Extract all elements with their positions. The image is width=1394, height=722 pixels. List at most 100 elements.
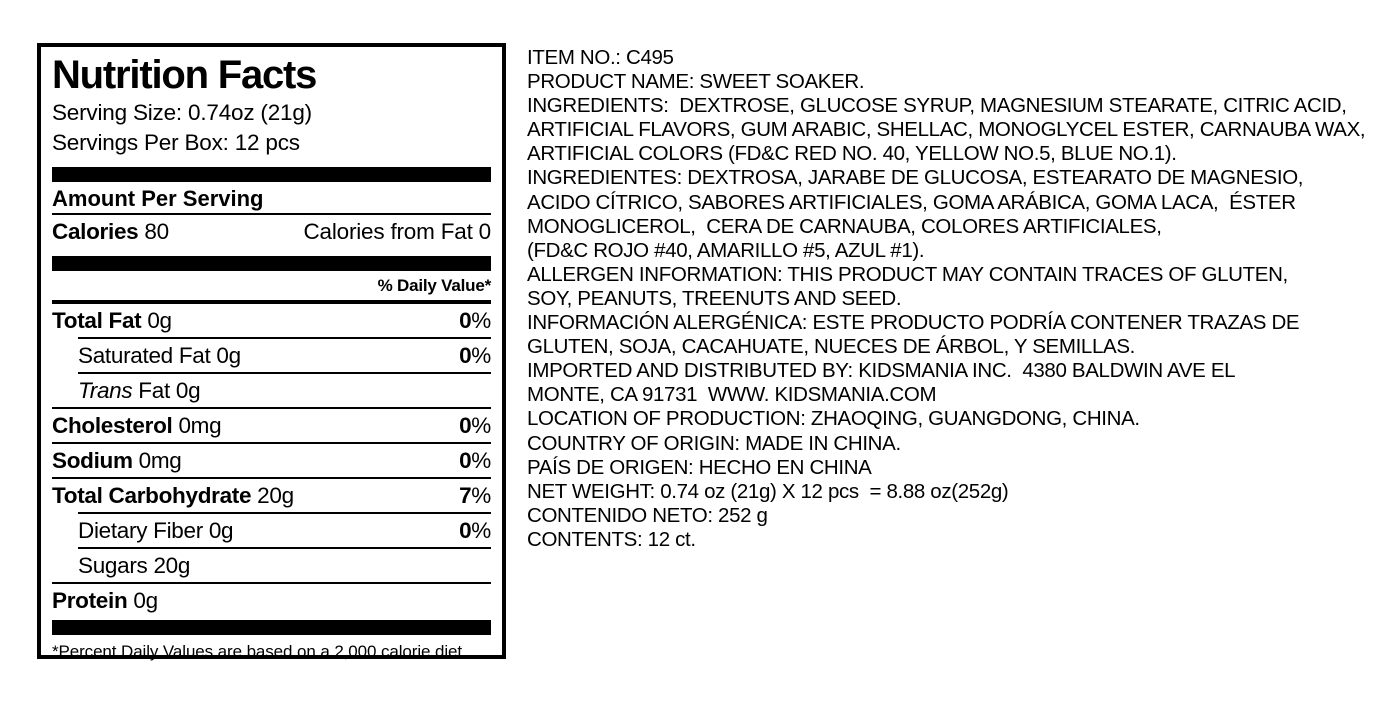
- calories-label-group: Calories 80: [52, 216, 169, 247]
- nutrient-row-protein: Protein 0g: [52, 584, 491, 617]
- nutrient-row-trans-fat: Trans Fat 0g: [52, 374, 491, 407]
- info-line-ingredientes-3: MONOGLICEROL, CERA DE CARNAUBA, COLORES …: [527, 214, 1162, 238]
- nutrient-name-sodium: Sodium 0mg: [52, 445, 182, 476]
- nutrient-percent-total-carbohydrate: 7%: [459, 480, 491, 511]
- nutrient-name-trans-fat: Trans Fat 0g: [78, 375, 201, 406]
- nutrient-name-total-fat: Total Fat 0g: [52, 305, 172, 336]
- info-line-distributor-1: IMPORTED AND DISTRIBUTED BY: KIDSMANIA I…: [527, 359, 1236, 383]
- nutrition-facts-panel: Nutrition Facts Serving Size: 0.74oz (21…: [37, 43, 506, 661]
- info-line-ingredientes-2: ACIDO CÍTRICO, SABORES ARTIFICIALES, GOM…: [527, 190, 1296, 214]
- nutrient-label: Protein: [52, 588, 128, 613]
- nutrient-label: Dietary Fiber: [78, 518, 203, 543]
- product-info-block: ITEM NO.: C495 PRODUCT NAME: SWEET SOAKE…: [527, 46, 1379, 552]
- percent-value: 0: [459, 308, 472, 333]
- nutrient-row-dietary-fiber: Dietary Fiber 0g 0%: [52, 514, 491, 547]
- rule-above-calories: [52, 213, 491, 215]
- nutrient-percent-cholesterol: 0%: [459, 410, 491, 441]
- percent-symbol: %: [471, 343, 491, 368]
- percent-value: 0: [459, 413, 472, 438]
- nutrient-percent-sodium: 0%: [459, 445, 491, 476]
- info-line-country-origin: COUNTRY OF ORIGIN: MADE IN CHINA.: [527, 431, 901, 455]
- nutrient-name-total-carbohydrate: Total Carbohydrate 20g: [52, 480, 294, 511]
- nutrient-label: Fat: [138, 378, 170, 403]
- rule-below-trans-fat: [52, 407, 491, 409]
- rule-below-cholesterol: [52, 442, 491, 444]
- rule-below-total-carbohydrate: [78, 512, 491, 514]
- percent-value: 0: [459, 518, 472, 543]
- percent-symbol: %: [471, 518, 491, 543]
- rule-below-dietary-fiber: [78, 547, 491, 549]
- nutrient-percent-dietary-fiber: 0%: [459, 515, 491, 546]
- nutrition-facts-title: Nutrition Facts: [52, 53, 317, 97]
- amount-per-serving-label: Amount Per Serving: [52, 186, 264, 211]
- nutrient-row-total-carbohydrate: Total Carbohydrate 20g 7%: [52, 479, 491, 512]
- info-line-net-weight: NET WEIGHT: 0.74 oz (21g) X 12 pcs = 8.8…: [527, 479, 1009, 503]
- daily-value-header: % Daily Value*: [377, 276, 492, 295]
- percent-symbol: %: [471, 413, 491, 438]
- calories-value: 80: [144, 219, 169, 244]
- percent-symbol: %: [471, 448, 491, 473]
- nutrient-percent-total-fat: 0%: [459, 305, 491, 336]
- nutrient-label: Sugars: [78, 553, 148, 578]
- nutrient-label: Sodium: [52, 448, 133, 473]
- calories-row: Calories 80 Calories from Fat 0: [52, 215, 491, 247]
- nutrient-row-sugars: Sugars 20g: [52, 549, 491, 582]
- serving-size-text: Serving Size: 0.74oz (21g): [52, 100, 312, 125]
- nutrient-amount: 0mg: [138, 448, 182, 473]
- calories-label: Calories: [52, 219, 139, 244]
- thick-divider-below-calories: [52, 256, 491, 271]
- daily-value-footnote: *Percent Daily Values are based on a 2,0…: [52, 642, 467, 661]
- nutrient-amount: 0g: [175, 378, 201, 403]
- nutrient-amount: 0g: [147, 308, 172, 333]
- nutrient-name-sugars: Sugars 20g: [78, 550, 190, 581]
- nutrient-amount: 0mg: [178, 413, 222, 438]
- percent-value: 7: [459, 483, 472, 508]
- percent-value: 0: [459, 448, 472, 473]
- info-line-ingredients-2: ARTIFICIAL FLAVORS, GUM ARABIC, SHELLAC,…: [527, 118, 1366, 142]
- info-line-ingredientes-4: (FD&C ROJO #40, AMARILLO #5, AZUL #1).: [527, 238, 925, 262]
- rule-below-sodium: [52, 477, 491, 479]
- nutrient-amount: 0g: [208, 518, 234, 543]
- info-line-distributor-2: MONTE, CA 91731 WWW. KIDSMANIA.COM: [527, 383, 937, 407]
- info-line-product-name: PRODUCT NAME: SWEET SOAKER.: [527, 70, 865, 94]
- rule-above-total-fat: [52, 300, 491, 304]
- nutrient-percent-saturated-fat: 0%: [459, 340, 491, 371]
- info-line-item-no: ITEM NO.: C495: [527, 46, 674, 69]
- nutrient-row-sodium: Sodium 0mg 0%: [52, 444, 491, 477]
- percent-value: 0: [459, 343, 472, 368]
- servings-per-box-text: Servings Per Box: 12 pcs: [52, 130, 300, 155]
- info-line-ingredients-1: INGREDIENTS: DEXTROSE, GLUCOSE SYRUP, MA…: [527, 94, 1347, 118]
- nutrient-amount: 0g: [216, 343, 241, 368]
- trans-italic-word: Trans: [78, 378, 133, 403]
- nutrient-label: Total Carbohydrate: [52, 483, 252, 508]
- calories-from-fat: Calories from Fat 0: [303, 219, 491, 244]
- info-line-location-production: LOCATION OF PRODUCTION: ZHAOQING, GUANGD…: [527, 407, 1140, 431]
- info-line-alergenica-2: GLUTEN, SOJA, CACAHUATE, NUECES DE ÁRBOL…: [527, 335, 1136, 359]
- rule-below-saturated-fat: [78, 372, 491, 374]
- percent-symbol: %: [471, 308, 491, 333]
- info-line-contenido-neto: CONTENIDO NETO: 252 g: [527, 503, 768, 527]
- info-line-pais-origen: PAÍS DE ORIGEN: HECHO EN CHINA: [527, 455, 872, 479]
- nutrient-name-dietary-fiber: Dietary Fiber 0g: [78, 515, 234, 546]
- nutrient-row-total-fat: Total Fat 0g 0%: [52, 304, 491, 337]
- info-line-contents: CONTENTS: 12 ct.: [527, 527, 696, 551]
- info-line-allergen-1: ALLERGEN INFORMATION: THIS PRODUCT MAY C…: [527, 262, 1288, 286]
- nutrient-label: Saturated Fat: [78, 343, 211, 368]
- rule-below-total-fat: [78, 337, 491, 339]
- info-line-alergenica-1: INFORMACIÓN ALERGÉNICA: ESTE PRODUCTO PO…: [527, 311, 1300, 335]
- nutrient-label: Cholesterol: [52, 413, 173, 438]
- nutrient-amount: 20g: [153, 553, 191, 578]
- percent-symbol: %: [471, 483, 491, 508]
- info-line-ingredientes-1: INGREDIENTES: DEXTROSA, JARABE DE GLUCOS…: [527, 166, 1304, 190]
- nutrient-name-saturated-fat: Saturated Fat 0g: [78, 340, 241, 371]
- rule-below-sugars: [52, 582, 491, 584]
- thick-divider-top: [52, 167, 491, 182]
- nutrient-name-cholesterol: Cholesterol 0mg: [52, 410, 222, 441]
- nutrient-amount: 20g: [257, 483, 294, 508]
- info-line-allergen-2: SOY, PEANUTS, TREENUTS AND SEED.: [527, 286, 902, 310]
- nutrient-label: Total Fat: [52, 308, 142, 333]
- nutrient-amount: 0g: [133, 588, 158, 613]
- nutrient-name-protein: Protein 0g: [52, 585, 158, 616]
- nutrient-row-saturated-fat: Saturated Fat 0g 0%: [52, 339, 491, 372]
